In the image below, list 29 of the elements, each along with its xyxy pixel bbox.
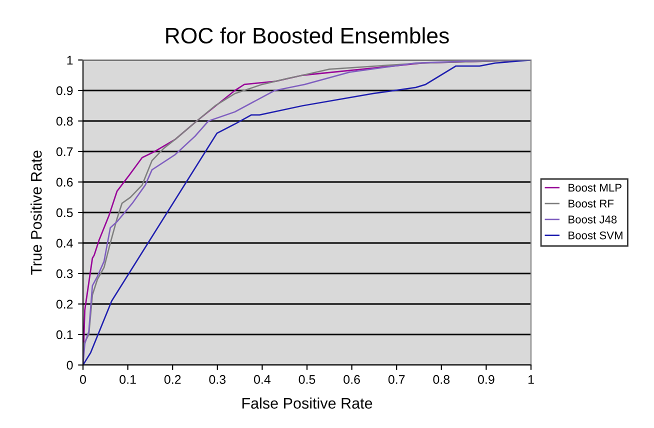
x-tick-label: 0.8 <box>433 375 450 384</box>
x-tick-label: 0.6 <box>344 375 360 384</box>
y-tick-label: 0.2 <box>56 300 73 309</box>
y-tick-label: 0.3 <box>56 269 73 278</box>
legend-label: Boost SVM <box>568 231 622 240</box>
y-tick-label: 0.7 <box>56 147 73 156</box>
y-tick-label: 1 <box>67 56 73 65</box>
y-tick-label: 0.8 <box>56 116 73 126</box>
chart-title: ROC for Boosted Ensembles <box>166 27 449 44</box>
x-tick-label: 1 <box>528 375 534 384</box>
x-tick-label: 0.4 <box>254 375 271 384</box>
y-tick-label: 0.6 <box>56 178 73 187</box>
x-tick-label: 0.2 <box>164 375 181 384</box>
y-tick-label: 0.5 <box>56 208 73 218</box>
x-tick-label: 0.1 <box>120 375 136 384</box>
legend-label: Boost MLP <box>568 184 622 192</box>
y-axis-title: True Positive Rate <box>30 150 42 275</box>
x-axis-title: False Positive Rate <box>242 397 372 409</box>
x-tick-label: 0 <box>80 375 86 384</box>
x-tick-label: 0.5 <box>298 375 316 384</box>
legend-label: Boost RF <box>568 200 614 208</box>
legend-label: Boost J48 <box>568 216 617 224</box>
y-tick-label: 0.1 <box>56 330 73 340</box>
y-tick-label: 0.4 <box>56 238 73 248</box>
x-tick-label: 0.7 <box>388 375 405 384</box>
y-tick-label: 0 <box>66 360 73 370</box>
x-tick-label: 0.3 <box>209 375 226 384</box>
y-tick-label: 0.9 <box>56 86 73 96</box>
x-tick-label: 0.9 <box>478 375 494 384</box>
